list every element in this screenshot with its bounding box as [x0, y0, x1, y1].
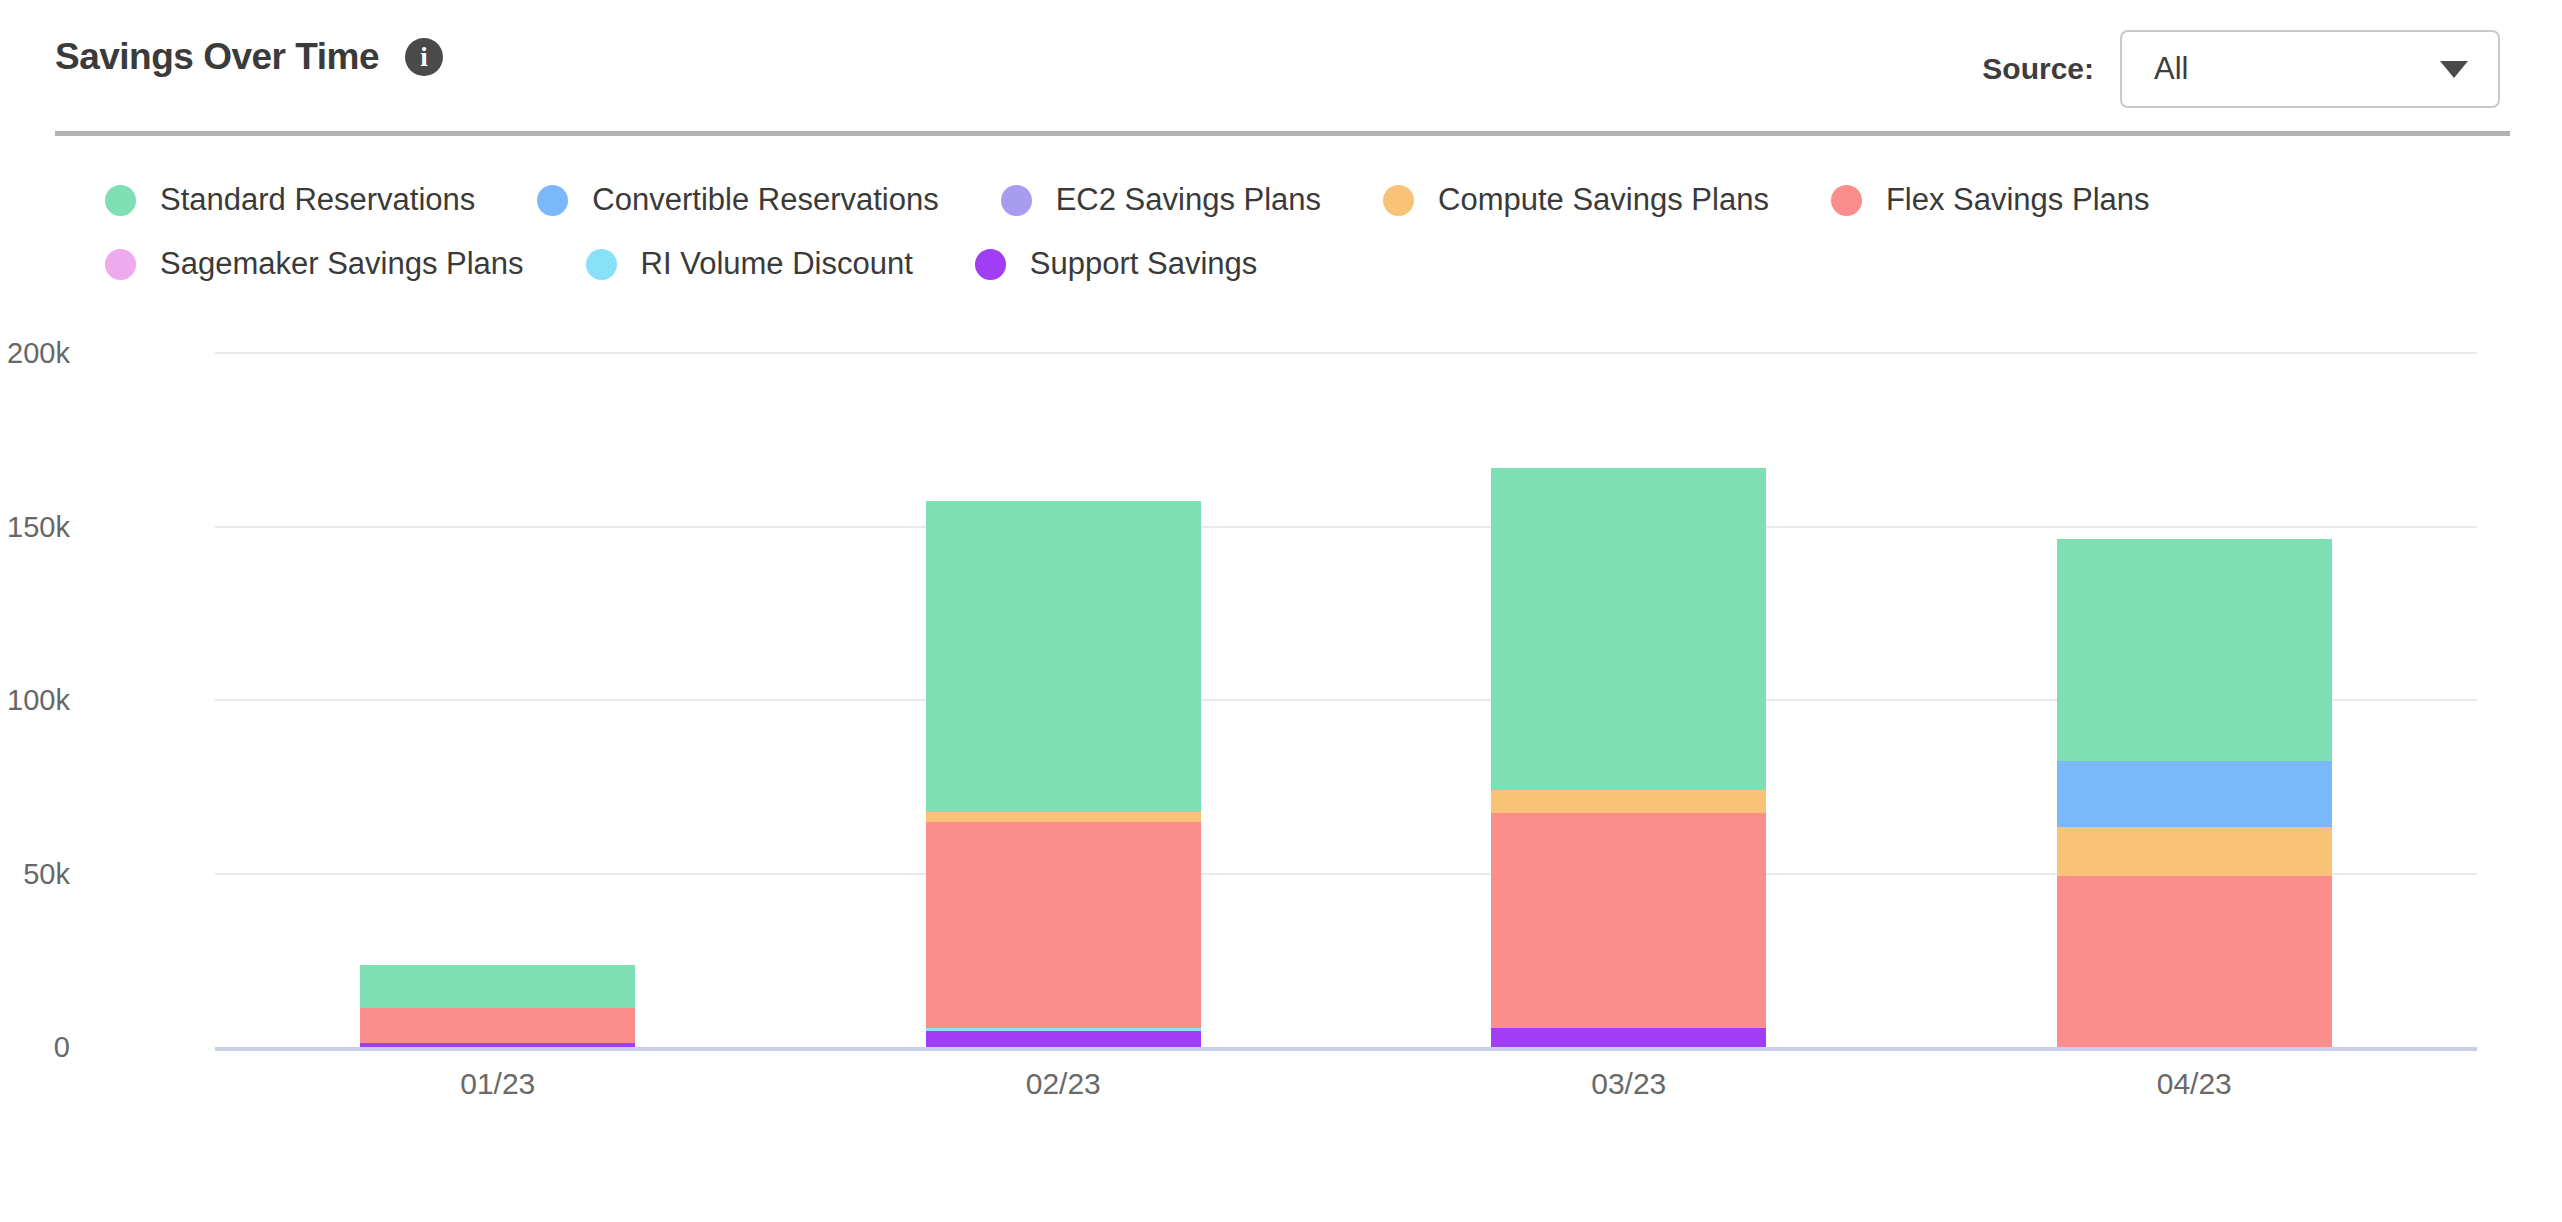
- legend-swatch: [1383, 185, 1414, 216]
- gridline: [215, 352, 2477, 354]
- x-axis-label: 04/23: [2044, 1067, 2344, 1101]
- x-axis-line: [215, 1047, 2477, 1051]
- chart-header: Savings Over Time i Source: All: [0, 0, 2562, 131]
- gridline: [215, 526, 2477, 528]
- y-axis-label: 100k: [0, 686, 70, 715]
- plot-area: 200k150k100k50k001/2302/2303/2304/23: [215, 353, 2477, 1047]
- legend-swatch: [975, 249, 1006, 280]
- legend-item[interactable]: Compute Savings Plans: [1383, 182, 1769, 218]
- legend-swatch: [537, 185, 568, 216]
- source-dropdown[interactable]: All: [2120, 30, 2500, 108]
- info-icon[interactable]: i: [405, 38, 443, 76]
- legend-swatch: [586, 249, 617, 280]
- source-filter: Source: All: [1982, 30, 2500, 108]
- legend-item[interactable]: Standard Reservations: [105, 182, 475, 218]
- legend-swatch: [1831, 185, 1862, 216]
- legend-label: Compute Savings Plans: [1438, 182, 1769, 218]
- bar-segment[interactable]: [2057, 876, 2332, 1047]
- legend-label: EC2 Savings Plans: [1056, 182, 1321, 218]
- bar-segment[interactable]: [360, 1043, 635, 1047]
- bar-segment[interactable]: [1491, 813, 1766, 1028]
- legend-swatch: [105, 185, 136, 216]
- bar-segment[interactable]: [1491, 468, 1766, 790]
- y-axis-label: 50k: [0, 860, 70, 889]
- legend-label: Flex Savings Plans: [1886, 182, 2150, 218]
- caret-down-icon: [2440, 61, 2468, 78]
- header-divider: [55, 131, 2510, 136]
- legend-label: RI Volume Discount: [641, 246, 913, 282]
- bar-segment[interactable]: [926, 1028, 1201, 1031]
- source-dropdown-value: All: [2154, 51, 2188, 87]
- x-axis-label: 02/23: [913, 1067, 1213, 1101]
- legend-item[interactable]: Support Savings: [975, 246, 1257, 282]
- legend-swatch: [1001, 185, 1032, 216]
- bar-segment[interactable]: [926, 822, 1201, 1028]
- chart-legend: Standard Reservations Convertible Reserva…: [105, 182, 2425, 282]
- legend-item[interactable]: EC2 Savings Plans: [1001, 182, 1321, 218]
- bar-segment[interactable]: [2057, 539, 2332, 761]
- bar-segment[interactable]: [926, 1031, 1201, 1047]
- bar-segment[interactable]: [926, 812, 1201, 822]
- y-axis-label: 0: [0, 1033, 70, 1062]
- legend-swatch: [105, 249, 136, 280]
- chart-title: Savings Over Time: [55, 36, 379, 78]
- bar-segment[interactable]: [1491, 790, 1766, 813]
- bar-segment[interactable]: [2057, 827, 2332, 876]
- y-axis-label: 150k: [0, 513, 70, 542]
- bar-segment[interactable]: [2057, 761, 2332, 827]
- x-axis-label: 01/23: [348, 1067, 648, 1101]
- legend-item[interactable]: RI Volume Discount: [586, 246, 913, 282]
- legend-item[interactable]: Flex Savings Plans: [1831, 182, 2150, 218]
- source-label: Source:: [1982, 52, 2094, 86]
- legend-label: Support Savings: [1030, 246, 1257, 282]
- legend-label: Standard Reservations: [160, 182, 475, 218]
- x-axis-label: 03/23: [1479, 1067, 1779, 1101]
- legend-label: Sagemaker Savings Plans: [160, 246, 524, 282]
- legend-item[interactable]: Sagemaker Savings Plans: [105, 246, 524, 282]
- bar-segment[interactable]: [926, 501, 1201, 812]
- legend-label: Convertible Reservations: [592, 182, 938, 218]
- bar-segment[interactable]: [1491, 1028, 1766, 1047]
- legend-item[interactable]: Convertible Reservations: [537, 182, 938, 218]
- title-wrap: Savings Over Time i: [55, 36, 443, 78]
- y-axis-label: 200k: [0, 339, 70, 368]
- bar-segment[interactable]: [360, 1008, 635, 1043]
- bar-segment[interactable]: [360, 965, 635, 1008]
